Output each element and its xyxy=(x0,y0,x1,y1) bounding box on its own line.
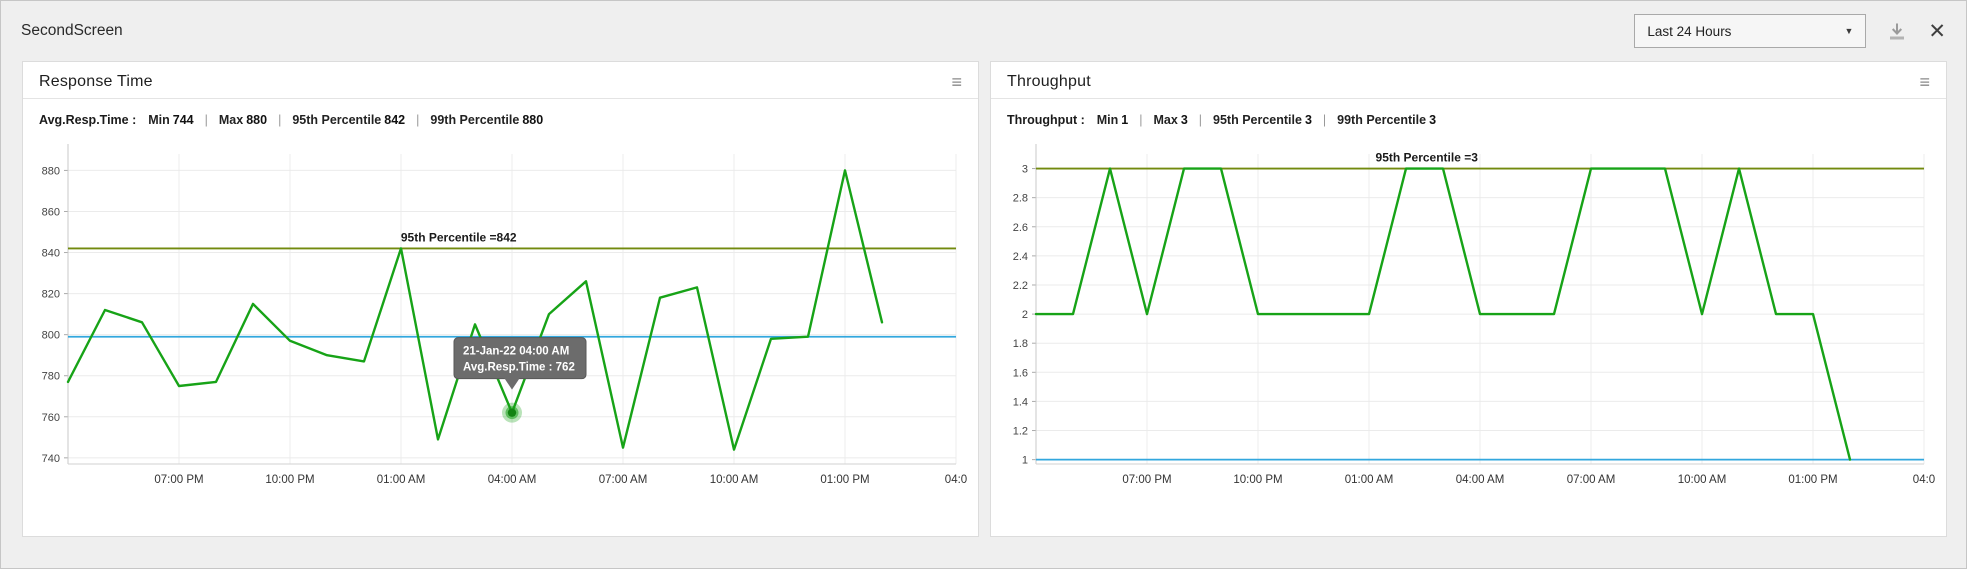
x-axis-label: 01:00 PM xyxy=(1788,474,1837,486)
stat-separator: | xyxy=(278,113,282,127)
x-axis-label: 07:00 AM xyxy=(599,474,648,486)
throughput-chart[interactable]: 07:00 PM 10:00 PM 01:00 AM 04:00 AM 07:00 AM… xyxy=(991,129,1946,504)
stat-p99-label: 99th Percentile xyxy=(430,113,520,127)
y-axis-label: 3 xyxy=(1022,164,1028,176)
stat-max-label: Max xyxy=(1153,113,1178,127)
y-axis-label: 1.4 xyxy=(1013,396,1028,408)
y-axis-label: 820 xyxy=(42,289,60,301)
stat-separator: | xyxy=(204,113,208,127)
y-axis-label: 760 xyxy=(42,412,60,424)
charts-row: Response Time ≡ Avg.Resp.Time : Min 744 | Ma… xyxy=(1,61,1966,537)
stat-p95-value: 842 xyxy=(384,113,406,127)
y-axis-label: 2.4 xyxy=(1013,251,1028,263)
chart-title: Throughput xyxy=(1007,73,1091,90)
panel-header: Throughput ≡ xyxy=(991,62,1946,98)
x-axis-label: 10:00 AM xyxy=(1678,474,1727,486)
divider xyxy=(23,98,978,99)
stat-p99-value: 3 xyxy=(1429,113,1437,127)
y-axis-label: 2 xyxy=(1022,309,1028,321)
y-axis-label: 840 xyxy=(42,248,60,260)
stat-p99-value: 880 xyxy=(522,113,544,127)
stat-p95-label: 95th Percentile xyxy=(292,113,382,127)
stat-p95-value: 3 xyxy=(1304,113,1312,127)
percentile-label: 95th Percentile =842 xyxy=(401,230,517,244)
y-axis-label: 800 xyxy=(42,330,60,342)
tooltip-line1: 21-Jan-22 04:00 AM xyxy=(463,346,569,358)
close-icon[interactable]: ✕ xyxy=(1928,19,1946,43)
tooltip-pointer xyxy=(504,377,520,390)
menu-icon[interactable]: ≡ xyxy=(951,72,962,92)
x-axis-label: 07:00 PM xyxy=(154,474,203,486)
top-bar-controls: Last 24 Hours ▼ ✕ xyxy=(1634,14,1946,48)
x-axis-label: 04:00 AM xyxy=(1456,474,1505,486)
x-axis-label: 07:00 AM xyxy=(1567,474,1616,486)
stat-max-value: 880 xyxy=(246,113,268,127)
x-axis-label: 01:00 PM xyxy=(820,474,869,486)
x-axis-label: 10:00 PM xyxy=(265,474,314,486)
stat-p99-label: 99th Percentile xyxy=(1337,113,1427,127)
data-point-marker[interactable] xyxy=(507,408,517,417)
tooltip-line2: Avg.Resp.Time : 762 xyxy=(463,362,575,374)
menu-icon[interactable]: ≡ xyxy=(1919,72,1930,92)
y-axis-label: 880 xyxy=(42,165,60,177)
response-time-panel: Response Time ≡ Avg.Resp.Time : Min 744 | Ma… xyxy=(22,61,979,537)
y-axis-label: 2.8 xyxy=(1013,193,1028,205)
stats-row: Throughput : Min 1 | Max 3 | 95th Percentile 3 | 9… xyxy=(991,99,1946,129)
stats-label: Avg.Resp.Time : xyxy=(39,113,137,127)
stats-label: Throughput : xyxy=(1007,113,1085,127)
stat-min-label: Min xyxy=(1096,113,1119,127)
y-axis-label: 2.6 xyxy=(1013,222,1028,234)
stat-min-value: 744 xyxy=(172,113,194,127)
response-time-chart[interactable]: 07:00 PM 10:00 PM 01:00 AM 04:00 AM 07:00 AM… xyxy=(23,129,978,504)
tooltip-box xyxy=(453,337,587,380)
y-axis-label: 740 xyxy=(42,453,60,465)
stat-p95-label: 95th Percentile xyxy=(1213,113,1302,127)
x-axis-label: 04:0 xyxy=(1913,474,1935,486)
top-bar: SecondScreen Last 24 Hours ▼ ✕ xyxy=(1,1,1966,61)
y-axis-label: 1 xyxy=(1022,455,1028,467)
stat-max-label: Max xyxy=(218,113,244,127)
stat-separator: | xyxy=(1198,113,1203,127)
chart-title: Response Time xyxy=(39,73,153,90)
chevron-down-icon: ▼ xyxy=(1844,26,1854,36)
x-axis-label: 04:00 AM xyxy=(488,474,537,486)
stat-separator: | xyxy=(1139,113,1143,127)
stats-row: Avg.Resp.Time : Min 744 | Max 880 | 95th Percen… xyxy=(23,99,978,129)
y-axis-label: 860 xyxy=(42,206,60,218)
time-range-value: Last 24 Hours xyxy=(1647,23,1732,39)
panel-header: Response Time ≡ xyxy=(23,62,978,98)
page-title: SecondScreen xyxy=(21,22,123,39)
x-axis-label: 10:00 AM xyxy=(710,474,759,486)
y-axis-label: 1.8 xyxy=(1013,338,1028,350)
y-axis-label: 1.2 xyxy=(1013,426,1028,438)
stat-min-label: Min xyxy=(148,113,170,127)
x-axis-label: 07:00 PM xyxy=(1122,474,1171,486)
divider xyxy=(991,98,1946,99)
stat-max-value: 3 xyxy=(1180,113,1188,127)
y-axis-label: 2.2 xyxy=(1013,280,1028,292)
throughput-panel: Throughput ≡ Throughput : Min 1 | Max 3 | 95th … xyxy=(990,61,1947,537)
y-axis-label: 780 xyxy=(42,371,60,383)
x-axis-label: 01:00 AM xyxy=(1345,474,1394,486)
x-axis-label: 04:0 xyxy=(945,474,967,486)
stat-separator: | xyxy=(416,113,420,127)
series-line xyxy=(66,169,884,451)
x-axis-label: 01:00 AM xyxy=(377,474,426,486)
time-range-dropdown[interactable]: Last 24 Hours ▼ xyxy=(1634,14,1867,48)
stat-separator: | xyxy=(1322,113,1327,127)
series-line xyxy=(1034,167,1852,461)
download-icon[interactable] xyxy=(1887,21,1907,42)
y-axis-label: 1.6 xyxy=(1013,367,1028,379)
stat-min-value: 1 xyxy=(1121,113,1129,127)
percentile-label: 95th Percentile =3 xyxy=(1376,151,1479,165)
x-axis-label: 10:00 PM xyxy=(1233,474,1282,486)
